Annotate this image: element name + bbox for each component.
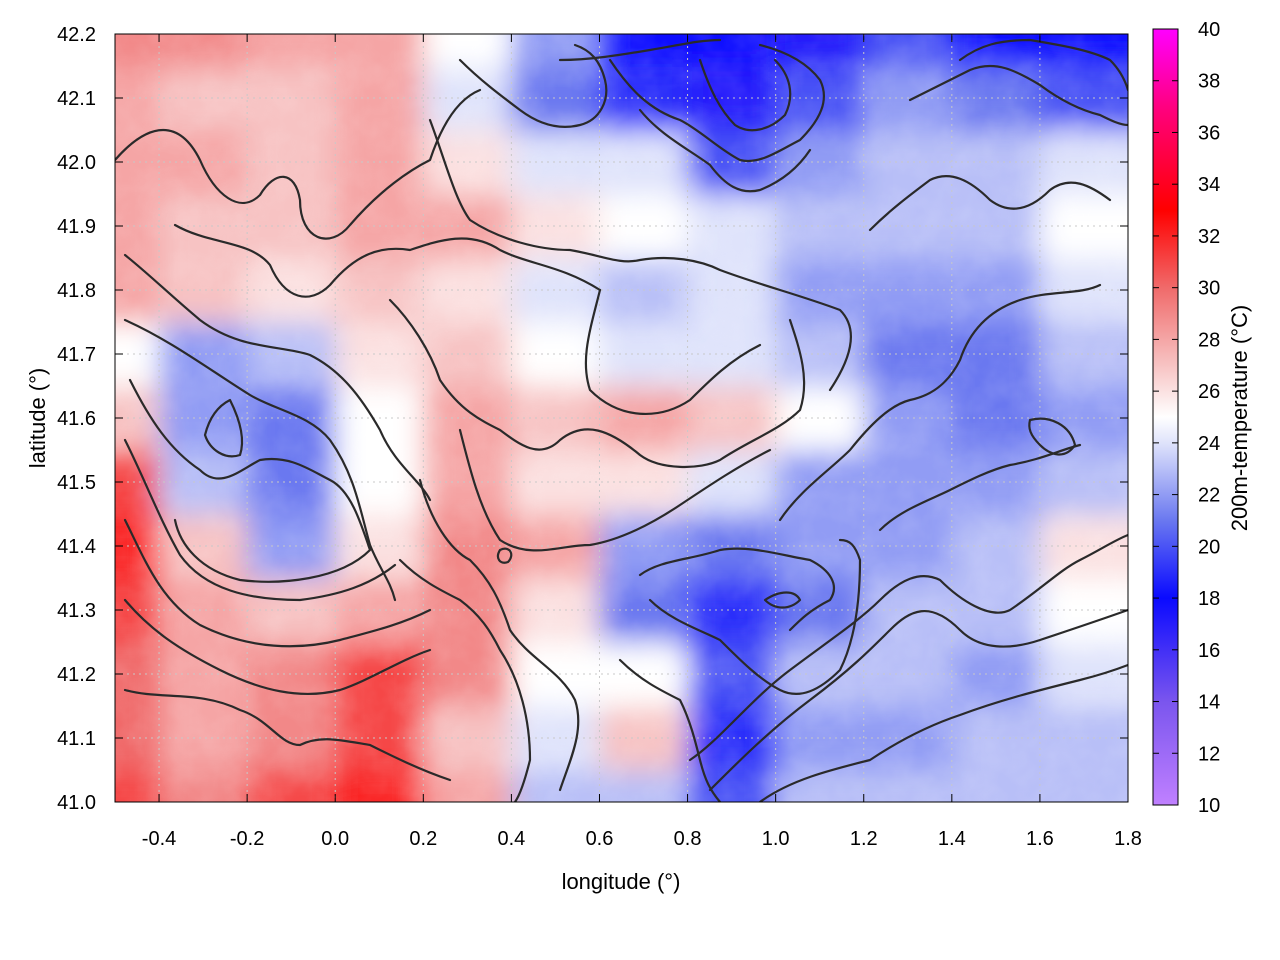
contour-line <box>688 533 1128 762</box>
contour-line <box>778 283 1102 522</box>
contour-line <box>908 65 1128 127</box>
x-tick-label: 0.8 <box>674 828 702 850</box>
y-tick-label: 41.7 <box>57 344 96 366</box>
contour-line <box>878 443 1082 532</box>
contour-line <box>123 438 397 602</box>
colorbar-tick-label: 22 <box>1198 485 1220 507</box>
colorbar-tick-label: 38 <box>1198 71 1220 93</box>
plot-area <box>115 34 1128 802</box>
y-tick-label: 41.6 <box>57 408 96 430</box>
x-tick-label: -0.2 <box>230 828 264 850</box>
colorbar-scale <box>1152 28 1179 806</box>
x-tick-label: 0.6 <box>586 828 614 850</box>
x-tick-label: -0.4 <box>142 828 176 850</box>
colorbar-tick-label: 18 <box>1198 588 1220 610</box>
contour-line <box>708 608 1128 792</box>
contour-line <box>123 318 397 602</box>
contour-line <box>758 663 1128 802</box>
colorbar-tick-label: 10 <box>1198 795 1220 817</box>
y-tick-label: 41.8 <box>57 280 96 302</box>
contour-line <box>173 223 602 298</box>
y-tick-label: 41.0 <box>57 792 96 814</box>
contour-line <box>418 478 580 792</box>
colorbar-tick-label: 12 <box>1198 743 1220 765</box>
y-tick-label: 41.2 <box>57 664 96 686</box>
x-tick-label: 1.6 <box>1026 828 1054 850</box>
colorbar-title: 200m-temperature (°C) <box>1227 305 1252 531</box>
contour-lines <box>115 38 1128 802</box>
y-tick-label: 41.4 <box>57 536 96 558</box>
colorbar-tick-label: 20 <box>1198 536 1220 558</box>
colorbar-tick-label: 34 <box>1198 174 1220 196</box>
y-tick-label: 41.3 <box>57 600 96 622</box>
x-tick-label: 1.2 <box>850 828 878 850</box>
colorbar-tick-label: 28 <box>1198 329 1220 351</box>
contour-line <box>123 253 432 502</box>
x-tick-label: 1.0 <box>762 828 790 850</box>
y-tick-label: 42.2 <box>57 24 96 46</box>
contour-line <box>128 378 372 583</box>
x-tick-label: 1.8 <box>1114 828 1142 850</box>
contour-line <box>868 175 1112 232</box>
x-tick-label: 1.4 <box>938 828 966 850</box>
x-axis-title: longitude (°) <box>562 869 681 894</box>
y-tick-label: 41.9 <box>57 216 96 238</box>
colorbar-tick-label: 36 <box>1198 122 1220 144</box>
contour-line <box>123 598 432 696</box>
x-tick-label: 0.2 <box>409 828 437 850</box>
contour-line <box>1028 417 1077 456</box>
colorbar-tick-label: 24 <box>1198 433 1220 455</box>
contour-line <box>958 38 1128 92</box>
colorbar-tick-label: 32 <box>1198 226 1220 248</box>
y-tick-label: 42.1 <box>57 88 96 110</box>
colorbar-tick-label: 16 <box>1198 640 1220 662</box>
contour-line <box>584 288 762 416</box>
colorbar-tick-label: 40 <box>1198 19 1220 41</box>
contour-line <box>203 398 244 458</box>
contour-line <box>638 108 812 193</box>
contour-line <box>458 428 772 552</box>
contour-line <box>428 118 852 392</box>
contour-line <box>458 43 608 128</box>
colorbar-tick-label: 26 <box>1198 381 1220 403</box>
contour-line <box>388 298 806 468</box>
grid <box>115 34 1128 802</box>
x-tick-label: 0.0 <box>321 828 349 850</box>
y-tick-label: 41.5 <box>57 472 96 494</box>
contour-line <box>398 558 532 802</box>
x-tick-label: 0.4 <box>497 828 525 850</box>
contour-line <box>698 58 792 132</box>
contour-line <box>638 547 836 632</box>
contour-line <box>115 88 482 240</box>
contour-line <box>618 658 722 802</box>
colorbar-tick-label: 30 <box>1198 278 1220 300</box>
contour-line <box>558 38 722 62</box>
colorbar: 10 12 14 16 18 20 22 24 26 28 30 32 34 36 38 40 200m-te… <box>1152 19 1252 817</box>
colorbar-ticks: 10 12 14 16 18 20 22 24 26 28 30 32 34 36 38 40 <box>1153 19 1220 817</box>
contour-line <box>123 688 452 782</box>
y-tick-label: 41.1 <box>57 728 96 750</box>
contour-line <box>608 43 825 163</box>
contour-line <box>763 591 802 609</box>
y-axis-title: latitude (°) <box>25 368 50 469</box>
x-axis: -0.4 -0.2 0.0 0.2 0.4 0.6 0.8 1.0 1.2 1.4 1.6 1.8 <box>142 34 1142 850</box>
contour-line <box>496 547 513 564</box>
y-tick-label: 42.0 <box>57 152 96 174</box>
y-axis: 41.0 41.1 41.2 41.3 41.4 41.5 41.6 41.7 41.8 41.9… <box>57 24 1128 814</box>
contour-line <box>123 518 432 648</box>
contour-line <box>648 538 862 695</box>
colorbar-tick-label: 14 <box>1198 692 1220 714</box>
